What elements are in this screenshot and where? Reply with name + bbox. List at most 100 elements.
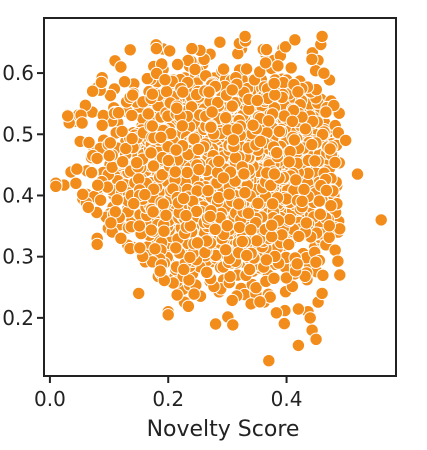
scatter-point (84, 165, 99, 180)
scatter-point (132, 286, 146, 301)
scatter-point (315, 29, 329, 44)
scatter-point (331, 254, 345, 268)
scatter-point (188, 62, 202, 77)
scatter-point (312, 194, 326, 208)
scatter-point (177, 262, 191, 277)
scatter-point (187, 287, 201, 301)
x-axis-label: Novelty Score (147, 417, 300, 442)
scatter-point (268, 88, 282, 102)
scatter-point (133, 241, 147, 255)
scatter-point (90, 237, 104, 252)
scatter-point (292, 229, 306, 244)
scatter-point (115, 124, 129, 139)
scatter-point (288, 33, 302, 47)
scatter-point (212, 154, 226, 169)
scatter-point (163, 44, 177, 58)
scatter-point (253, 295, 267, 309)
scatter-point (114, 231, 128, 246)
x-tick-label: 0.2 (152, 387, 184, 411)
scatter-point (315, 286, 329, 301)
scatter-point (324, 199, 338, 213)
scatter-point (244, 223, 258, 237)
scatter-point (291, 338, 306, 353)
scatter-point (267, 271, 281, 285)
scatter-point (181, 299, 196, 313)
scatter-point (270, 146, 284, 160)
scatter-point (250, 93, 264, 108)
scatter-point (175, 119, 190, 133)
scatter-point (322, 230, 336, 245)
scatter-point (158, 73, 172, 87)
scatter-point (202, 85, 216, 99)
scatter-point (269, 306, 284, 320)
scatter-point (277, 316, 291, 331)
scatter-point (103, 136, 118, 150)
scatter-point (242, 262, 257, 277)
scatter-point (303, 311, 317, 325)
scatter-point (220, 219, 235, 233)
scatter-point (49, 179, 63, 194)
scatter-point (155, 168, 169, 182)
scatter-point (144, 223, 159, 237)
scatter-point (114, 179, 129, 194)
scatter-point (176, 191, 191, 206)
scatter-point (253, 134, 268, 149)
scatter-point (322, 219, 336, 233)
scatter-point (316, 268, 330, 282)
scatter-point (116, 155, 130, 169)
scatter-point (126, 88, 140, 102)
scatter-point (319, 105, 333, 119)
scatter-point (299, 216, 314, 230)
scatter-point (183, 250, 197, 264)
y-tick-label: 0.5 (2, 122, 34, 146)
scatter-point (114, 60, 128, 74)
scatter-point (284, 61, 298, 75)
scatter-point (289, 173, 303, 187)
scatter-point (203, 209, 217, 224)
scatter-point (328, 155, 342, 170)
scatter-point (93, 193, 108, 207)
scatter-point (251, 196, 265, 211)
scatter-point (240, 248, 254, 263)
scatter-point (95, 118, 109, 133)
scatter-point (295, 194, 309, 209)
scatter-point (287, 133, 302, 147)
scatter-point (298, 122, 313, 136)
scatter-point (169, 143, 183, 157)
scatter-point (265, 229, 279, 244)
scatter-point (278, 40, 293, 54)
scatter-point (225, 99, 239, 113)
scatter-point (117, 75, 132, 89)
scatter-point (169, 241, 183, 255)
scatter-point (235, 234, 250, 249)
scatter-point (282, 155, 296, 169)
scatter-point (319, 183, 334, 198)
scatter-point (225, 293, 239, 308)
scatter-point (170, 57, 185, 72)
scatter-point (272, 124, 287, 139)
scatter-point (309, 332, 323, 346)
scatter-point (238, 29, 252, 44)
scatter-point (81, 200, 96, 215)
scatter-point (94, 75, 109, 90)
scatter-point (219, 243, 233, 257)
scatter-point (168, 165, 183, 179)
scatter-point (138, 187, 152, 202)
scatter-point (153, 264, 167, 278)
scatter-point (125, 131, 139, 146)
scatter-point (305, 52, 319, 66)
scatter-point (179, 208, 193, 223)
scatter-point (285, 114, 300, 129)
scatter-point (201, 183, 215, 198)
x-tick-label: 0.4 (271, 387, 303, 411)
scatter-point (213, 35, 227, 49)
scatter-point (305, 137, 319, 152)
scatter-point (127, 196, 141, 211)
scatter-point (238, 186, 252, 200)
scatter-point (145, 87, 160, 101)
scatter-point (161, 153, 176, 168)
scatter-point (265, 197, 280, 211)
scatter-point (190, 236, 205, 250)
scatter-point (154, 130, 168, 145)
